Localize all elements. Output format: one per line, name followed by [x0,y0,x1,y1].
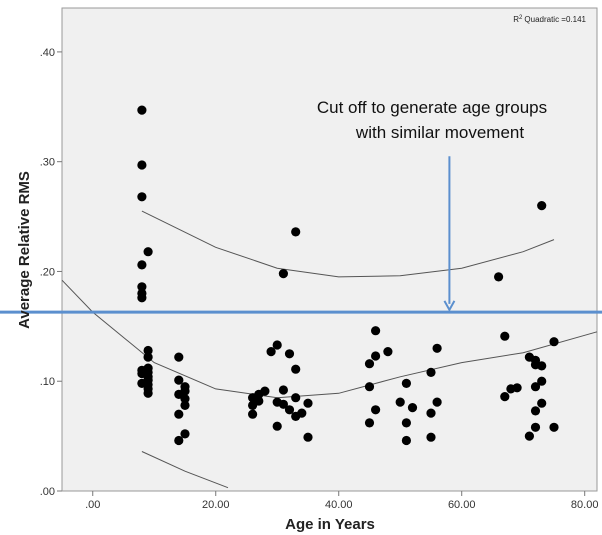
data-point [137,160,147,170]
x-tick-label: .00 [85,499,100,511]
data-point [174,409,184,419]
y-tick-label: .40 [40,47,55,59]
data-point [174,375,184,385]
data-point [260,386,270,396]
x-axis: .00 20.00 40.00 60.00 80.00 [85,491,598,511]
cutoff-annotation-line2: with similar movement [355,123,524,142]
data-point [371,351,381,361]
data-point [266,347,276,357]
threshold-group [0,156,602,314]
data-point [537,398,547,408]
data-point [512,383,522,393]
data-point [180,429,190,439]
data-point [537,376,547,386]
data-point [401,378,411,388]
x-tick-label: 40.00 [325,499,353,511]
data-point [364,359,375,369]
data-point [284,405,295,415]
data-point [549,422,559,432]
data-point [137,260,147,270]
data-point [401,418,411,428]
r2-annotation: R2 Quadratic =0.141 [513,15,586,24]
data-point [254,396,264,406]
data-point [137,282,147,292]
data-point [248,409,258,419]
data-point [291,227,301,237]
data-point [364,382,375,392]
data-point [383,347,393,357]
data-point [303,398,313,408]
data-point [278,269,288,279]
data-point [303,432,313,442]
data-point [371,326,381,336]
data-point [432,397,442,407]
y-tick-label: .30 [40,157,55,169]
data-point [284,349,295,359]
data-point [137,293,147,303]
x-tick-label: 80.00 [571,499,599,511]
y-axis-title: Average Relative RMS [16,171,33,329]
data-point [143,247,153,257]
fit-mean-curve [61,279,598,399]
data-point [426,367,436,377]
r2-superscript: 2 [519,15,523,21]
fit-upper-ci-curve [141,210,555,278]
cutoff-arrowhead [443,300,456,312]
data-point [272,340,282,350]
x-axis-title: Age in Years [285,516,375,533]
data-point [530,382,541,392]
data-point [395,397,405,407]
r2-label: Quadratic =0.141 [524,15,586,24]
plot-area [61,7,598,492]
y-tick-label: .10 [40,376,55,388]
data-point [143,352,153,362]
data-point [364,418,375,428]
y-axis: .00 .10 .20 .30 .40 [40,47,62,498]
cutoff-annotation-line1: Cut off to generate age groups [317,98,547,117]
data-point [180,400,190,410]
data-point [174,352,184,362]
y-tick-label: .20 [40,266,55,278]
data-point [401,435,411,446]
r2-prefix: R [513,15,519,24]
data-point [174,435,184,446]
data-point [524,431,535,441]
data-point [537,361,547,371]
data-point [137,105,147,115]
data-point [494,272,504,282]
data-point [371,405,381,415]
data-point [432,343,442,353]
data-point [278,385,288,395]
x-tick-label: 60.00 [448,499,476,511]
data-point [143,345,153,356]
data-point [143,388,153,398]
data-point [137,192,147,202]
data-point [549,337,559,347]
x-tick-label: 20.00 [202,499,230,511]
data-point [180,394,190,404]
data-point [407,403,418,413]
data-point [291,393,301,403]
data-point [530,406,541,416]
data-point [272,421,282,431]
data-point [500,331,510,341]
data-point [500,392,510,402]
data-point [426,432,436,442]
y-tick-label: .00 [40,486,55,498]
fit-lines [61,210,598,489]
data-point [291,364,301,374]
data-point [278,399,288,409]
data-points [137,105,559,446]
data-point [537,201,547,211]
data-point [530,422,541,432]
data-point [426,408,436,418]
fit-lower-ci-curve [141,451,229,489]
data-point [291,411,301,421]
